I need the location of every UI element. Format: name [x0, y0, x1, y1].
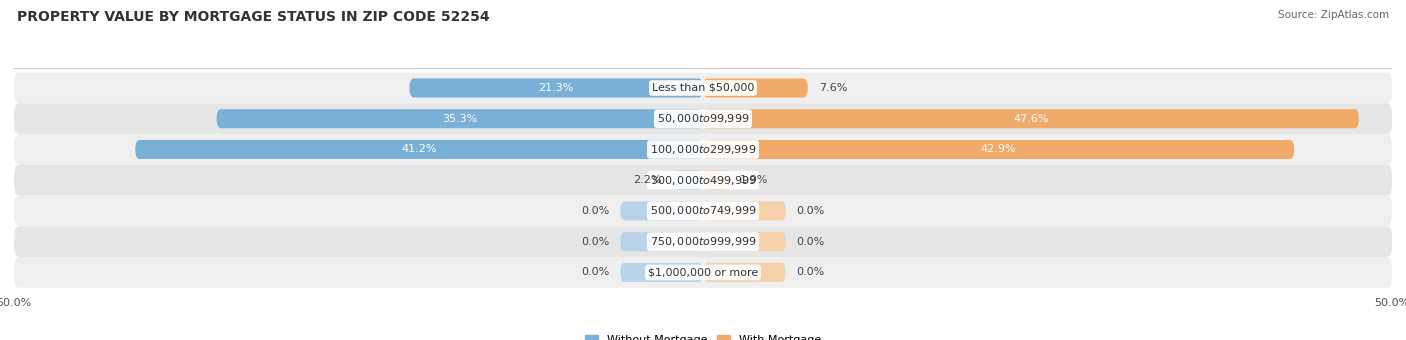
- Text: $500,000 to $749,999: $500,000 to $749,999: [650, 204, 756, 218]
- Text: 2.2%: 2.2%: [633, 175, 662, 185]
- FancyBboxPatch shape: [135, 140, 703, 159]
- FancyBboxPatch shape: [14, 257, 1392, 288]
- FancyBboxPatch shape: [703, 140, 1294, 159]
- Legend: Without Mortgage, With Mortgage: Without Mortgage, With Mortgage: [581, 330, 825, 340]
- FancyBboxPatch shape: [14, 103, 1392, 134]
- Text: 0.0%: 0.0%: [581, 206, 609, 216]
- Text: 0.0%: 0.0%: [797, 268, 825, 277]
- Text: $750,000 to $999,999: $750,000 to $999,999: [650, 235, 756, 248]
- Text: 1.9%: 1.9%: [740, 175, 769, 185]
- FancyBboxPatch shape: [14, 226, 1392, 257]
- FancyBboxPatch shape: [703, 171, 730, 190]
- FancyBboxPatch shape: [703, 201, 786, 220]
- FancyBboxPatch shape: [217, 109, 703, 128]
- FancyBboxPatch shape: [409, 79, 703, 98]
- FancyBboxPatch shape: [14, 165, 1392, 196]
- Text: 42.9%: 42.9%: [981, 144, 1017, 154]
- Text: $50,000 to $99,999: $50,000 to $99,999: [657, 112, 749, 125]
- FancyBboxPatch shape: [14, 195, 1392, 226]
- Text: 35.3%: 35.3%: [441, 114, 478, 124]
- FancyBboxPatch shape: [620, 232, 703, 251]
- Text: 0.0%: 0.0%: [797, 237, 825, 247]
- Text: 0.0%: 0.0%: [581, 268, 609, 277]
- Text: 41.2%: 41.2%: [401, 144, 437, 154]
- Text: 21.3%: 21.3%: [538, 83, 574, 93]
- FancyBboxPatch shape: [620, 263, 703, 282]
- Text: 0.0%: 0.0%: [581, 237, 609, 247]
- FancyBboxPatch shape: [703, 109, 1358, 128]
- Text: $300,000 to $499,999: $300,000 to $499,999: [650, 174, 756, 187]
- Text: Source: ZipAtlas.com: Source: ZipAtlas.com: [1278, 10, 1389, 20]
- FancyBboxPatch shape: [672, 171, 703, 190]
- FancyBboxPatch shape: [14, 73, 1392, 103]
- Text: PROPERTY VALUE BY MORTGAGE STATUS IN ZIP CODE 52254: PROPERTY VALUE BY MORTGAGE STATUS IN ZIP…: [17, 10, 489, 24]
- FancyBboxPatch shape: [703, 232, 786, 251]
- FancyBboxPatch shape: [620, 201, 703, 220]
- Text: $100,000 to $299,999: $100,000 to $299,999: [650, 143, 756, 156]
- Text: 47.6%: 47.6%: [1014, 114, 1049, 124]
- Text: 7.6%: 7.6%: [818, 83, 848, 93]
- FancyBboxPatch shape: [703, 79, 807, 98]
- Text: 0.0%: 0.0%: [797, 206, 825, 216]
- FancyBboxPatch shape: [14, 134, 1392, 165]
- Text: $1,000,000 or more: $1,000,000 or more: [648, 268, 758, 277]
- FancyBboxPatch shape: [703, 263, 786, 282]
- Text: Less than $50,000: Less than $50,000: [652, 83, 754, 93]
